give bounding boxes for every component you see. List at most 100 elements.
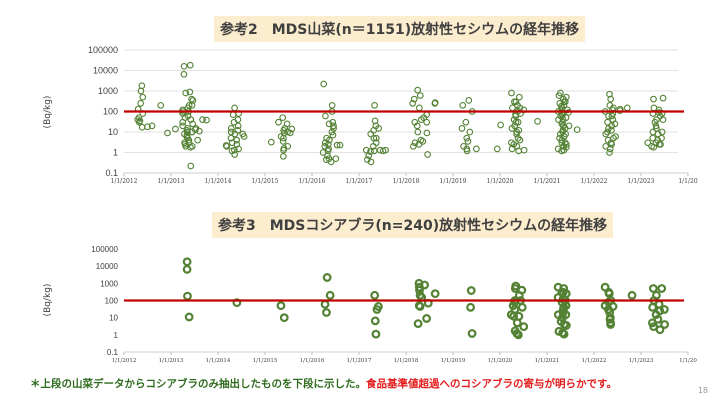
data-point bbox=[608, 106, 616, 114]
data-point bbox=[415, 104, 423, 112]
data-point bbox=[231, 104, 238, 112]
data-point bbox=[188, 128, 196, 136]
data-point bbox=[466, 302, 475, 312]
data-point bbox=[519, 322, 529, 332]
data-point bbox=[607, 95, 615, 103]
y-tick-label: 0.1 bbox=[105, 168, 118, 178]
data-point bbox=[322, 112, 329, 120]
data-point bbox=[367, 158, 375, 166]
data-point bbox=[411, 139, 419, 147]
data-point bbox=[514, 311, 524, 321]
data-point bbox=[560, 146, 568, 154]
data-point bbox=[182, 89, 190, 97]
data-point bbox=[464, 137, 472, 145]
data-point bbox=[413, 319, 423, 329]
data-point bbox=[497, 121, 504, 129]
data-point bbox=[462, 118, 470, 126]
data-point bbox=[379, 147, 387, 155]
data-point bbox=[559, 116, 567, 124]
data-point bbox=[560, 98, 568, 106]
data-point bbox=[611, 120, 619, 128]
data-point bbox=[654, 130, 662, 138]
data-point bbox=[325, 290, 335, 300]
data-point bbox=[276, 301, 286, 311]
data-point bbox=[652, 122, 660, 130]
data-point bbox=[430, 289, 440, 299]
data-point bbox=[374, 302, 383, 311]
footnote: ＊上段の山菜データからコシアブラのみ抽出したものを下段に示した。食品基準値超過へ… bbox=[30, 376, 617, 391]
data-point bbox=[508, 89, 515, 97]
x-tick-label: 1/1/2023 bbox=[629, 358, 654, 364]
data-point bbox=[516, 136, 524, 144]
data-point bbox=[623, 104, 631, 112]
data-point bbox=[414, 86, 422, 94]
data-point bbox=[320, 80, 328, 88]
data-point bbox=[234, 122, 242, 130]
data-point bbox=[320, 299, 330, 309]
data-point bbox=[604, 287, 614, 297]
data-point bbox=[179, 118, 187, 126]
data-point bbox=[188, 101, 196, 109]
data-point bbox=[322, 273, 332, 282]
data-point bbox=[362, 146, 370, 154]
data-point bbox=[138, 82, 146, 90]
data-point bbox=[573, 126, 581, 134]
data-point bbox=[189, 120, 196, 128]
data-point bbox=[657, 284, 667, 293]
data-point bbox=[419, 137, 427, 145]
x-tick-label: 1/1/20 bbox=[679, 358, 697, 364]
data-point bbox=[466, 128, 474, 136]
x-tick-label: 1/1/2021 bbox=[534, 178, 561, 185]
data-point bbox=[279, 137, 287, 145]
data-point bbox=[463, 145, 471, 153]
data-point bbox=[658, 134, 665, 142]
chart-title-wild-vegetables: 参考2 MDS山菜(n＝1151)放射性セシウムの経年推移 bbox=[214, 16, 586, 42]
data-point bbox=[199, 116, 206, 124]
data-point bbox=[187, 162, 195, 170]
data-point bbox=[234, 116, 242, 124]
data-point bbox=[330, 125, 337, 132]
data-point bbox=[458, 125, 466, 132]
data-point bbox=[415, 285, 424, 295]
data-point bbox=[375, 125, 382, 132]
data-point bbox=[279, 313, 289, 323]
data-point bbox=[280, 134, 287, 142]
data-point bbox=[565, 122, 573, 130]
data-point bbox=[279, 114, 287, 122]
data-point bbox=[328, 128, 336, 136]
y-tick-label: 100000 bbox=[91, 245, 118, 254]
data-point bbox=[420, 280, 430, 290]
data-point bbox=[182, 257, 192, 267]
data-point bbox=[286, 129, 294, 137]
data-point bbox=[655, 306, 665, 316]
data-point bbox=[608, 302, 618, 311]
data-point bbox=[558, 294, 568, 304]
data-point bbox=[144, 123, 151, 131]
data-point bbox=[559, 329, 569, 339]
data-point bbox=[558, 120, 566, 128]
x-tick-label: 1/1/2012 bbox=[112, 358, 137, 364]
y-tick-label: 0.1 bbox=[107, 348, 119, 357]
data-point bbox=[605, 313, 615, 323]
data-point bbox=[515, 93, 523, 101]
data-point bbox=[229, 111, 237, 119]
data-point bbox=[651, 118, 659, 126]
data-point bbox=[186, 61, 194, 69]
y-tick-label: 10 bbox=[108, 127, 118, 137]
data-point bbox=[604, 128, 611, 136]
data-point bbox=[284, 142, 292, 150]
chart-1: 0.1 1 10 100 1000 10000 100000 1/1/2012 1/1/2013… bbox=[43, 45, 698, 185]
data-point bbox=[231, 151, 239, 158]
data-point bbox=[657, 140, 664, 148]
data-point bbox=[267, 138, 275, 146]
data-point bbox=[232, 298, 242, 308]
data-point bbox=[511, 122, 519, 130]
data-point bbox=[608, 122, 616, 130]
y-tick-label: 10000 bbox=[96, 262, 119, 271]
x-tick-label: 1/1/2022 bbox=[582, 358, 607, 364]
data-point bbox=[606, 149, 613, 156]
y-tick-label: 1 bbox=[113, 148, 118, 158]
y-axis-label: (Bq/kg) bbox=[43, 96, 53, 129]
y-tick-label: 100 bbox=[105, 297, 119, 306]
data-point bbox=[329, 131, 337, 139]
